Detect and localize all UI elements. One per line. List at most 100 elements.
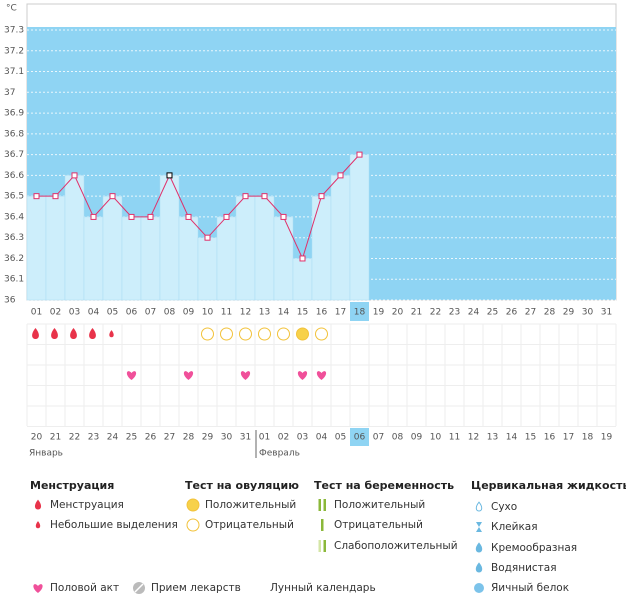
y-tick-label: 36.3: [4, 233, 24, 243]
temperature-point: [356, 151, 363, 158]
day-label: 25: [487, 308, 498, 318]
temperature-point: [337, 172, 344, 179]
ovulation-test-icon: [220, 327, 233, 341]
y-unit: °C: [6, 4, 17, 14]
y-tick-label: 37.1: [4, 67, 24, 77]
day-label: 24: [468, 308, 480, 318]
legend-icon: [186, 498, 200, 512]
day-label: 30: [582, 308, 594, 318]
ovulation-test-icon: [239, 327, 252, 341]
temperature-point: [33, 193, 40, 200]
y-tick-label: 36.8: [4, 129, 24, 139]
calendar-date: 27: [164, 433, 175, 443]
temperature-point: [223, 213, 230, 220]
day-label: 20: [392, 308, 404, 318]
day-label: 17: [335, 308, 346, 318]
day-column: [254, 195, 275, 301]
day-label: 02: [50, 308, 61, 318]
calendar-date: 15: [525, 433, 536, 443]
day-label: 19: [373, 308, 385, 318]
calendar-date: 02: [278, 433, 289, 443]
temperature-point: [318, 193, 325, 200]
intercourse-icon: [316, 371, 327, 380]
calendar-date: 17: [563, 433, 574, 443]
day-label: 06: [126, 308, 138, 318]
legend-item: Положительный: [334, 499, 425, 511]
legend-icon: [134, 583, 144, 593]
day-column: [235, 195, 256, 301]
legend-item: Положительный: [205, 499, 296, 511]
calendar-date: 21: [50, 433, 61, 443]
legend-icon: [318, 540, 321, 552]
calendar-date: 10: [430, 433, 442, 443]
y-tick-label: 36: [4, 296, 16, 306]
day-column: [45, 195, 66, 301]
legend-icon: [474, 583, 484, 593]
intercourse-icon: [240, 371, 251, 380]
calendar-date: 30: [221, 433, 233, 443]
calendar-date: 11: [449, 433, 460, 443]
menstruation-icon: [70, 328, 77, 339]
legend-item: Клейкая: [491, 521, 538, 533]
ovulation-test-icon: [258, 327, 271, 341]
temperature-point: [52, 193, 59, 200]
legend-item: Водянистая: [491, 562, 557, 574]
calendar-date: 31: [240, 433, 251, 443]
temperature-point: [128, 213, 135, 220]
menstruation-icon: [51, 328, 58, 339]
day-column: [26, 195, 47, 301]
ovulation-test-icon: [201, 327, 214, 341]
temperature-point: [147, 213, 154, 220]
calendar-date: 16: [544, 433, 556, 443]
legend-icon: [252, 581, 264, 595]
day-label: 05: [107, 308, 118, 318]
calendar-date: 12: [468, 433, 479, 443]
temperature-point: [90, 213, 97, 220]
day-label: 28: [544, 308, 556, 318]
legend-icon: [186, 518, 200, 532]
day-column: [330, 175, 351, 301]
legend-icon: [476, 522, 482, 532]
month-label: Февраль: [259, 449, 300, 459]
ovulation-test-icon: [296, 327, 309, 341]
legend-icon: [323, 540, 326, 552]
calendar-date: 20: [31, 433, 43, 443]
month-label: Январь: [29, 449, 63, 459]
day-label: 03: [69, 308, 80, 318]
temperature-point: [280, 213, 287, 220]
legend-item: Менструация: [50, 499, 124, 511]
calendar-date: 14: [506, 433, 518, 443]
legend-item: Сухо: [491, 501, 517, 513]
day-label: 26: [506, 308, 518, 318]
legend-heading: Менструация: [30, 479, 114, 492]
day-label: 07: [145, 308, 156, 318]
ovulation-test-icon: [277, 327, 290, 341]
legend-icon: [475, 562, 483, 573]
temperature-point: [109, 193, 116, 200]
day-label: 01: [31, 308, 42, 318]
temperature-point: [299, 255, 306, 262]
day-label: 12: [240, 308, 251, 318]
y-tick-label: 36.1: [4, 275, 24, 285]
day-column: [178, 216, 199, 301]
legend-item: Яичный белок: [491, 582, 569, 594]
calendar-date: 19: [601, 433, 613, 443]
day-label: 16: [316, 308, 328, 318]
day-label: 15: [297, 308, 308, 318]
legend-icon: [321, 519, 324, 531]
legend-item: Отрицательный: [334, 519, 423, 531]
y-tick-label: 37.3: [4, 26, 24, 36]
day-column: [159, 175, 180, 301]
day-column: [102, 195, 123, 301]
legend-heading: Тест на овуляцию: [185, 479, 299, 492]
y-tick-label: 37.2: [4, 46, 24, 56]
day-column: [121, 216, 142, 301]
legend-item: Небольшие выделения: [50, 519, 178, 531]
calendar-date: 03: [297, 433, 308, 443]
calendar-date: 04: [316, 433, 328, 443]
spotting-icon: [109, 330, 114, 338]
intercourse-icon: [297, 371, 308, 380]
day-label: 14: [278, 308, 290, 318]
day-column: [197, 237, 218, 301]
legend-icon: [35, 521, 41, 529]
